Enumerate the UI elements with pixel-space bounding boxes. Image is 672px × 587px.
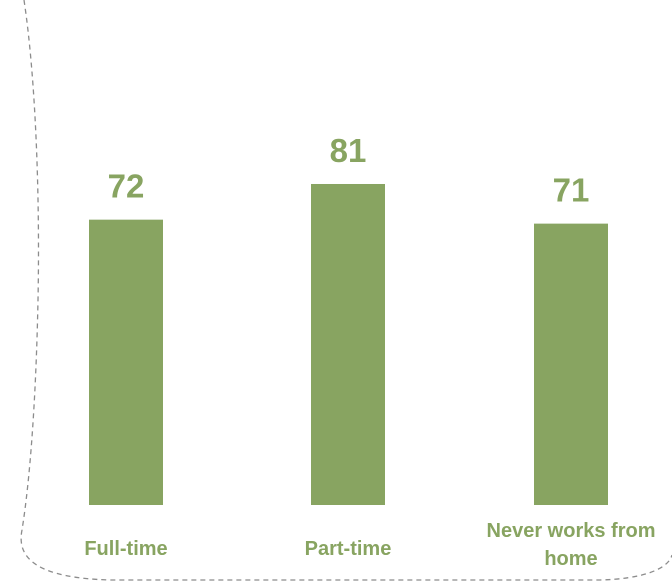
dashed-frame [20, 0, 672, 581]
category-label-2: Part-time [305, 538, 392, 560]
category-label-line: Never works from [487, 520, 656, 542]
bar-1 [89, 219, 163, 505]
category-label-line: home [544, 548, 597, 570]
category-label-line: Part-time [305, 538, 392, 560]
category-labels-group: Full-time Part-time Never works from home [84, 520, 655, 570]
category-label-1: Full-time [84, 538, 167, 560]
category-label-3: Never works from home [487, 520, 656, 570]
value-label-2: 81 [330, 132, 367, 169]
value-label-3: 71 [553, 172, 590, 209]
bars-group [89, 183, 608, 505]
category-label-line: Full-time [84, 538, 167, 560]
value-labels-group: 72 81 71 [108, 132, 590, 209]
value-label-1: 72 [108, 168, 145, 205]
bar-3 [534, 223, 608, 505]
bar-2 [311, 183, 385, 505]
